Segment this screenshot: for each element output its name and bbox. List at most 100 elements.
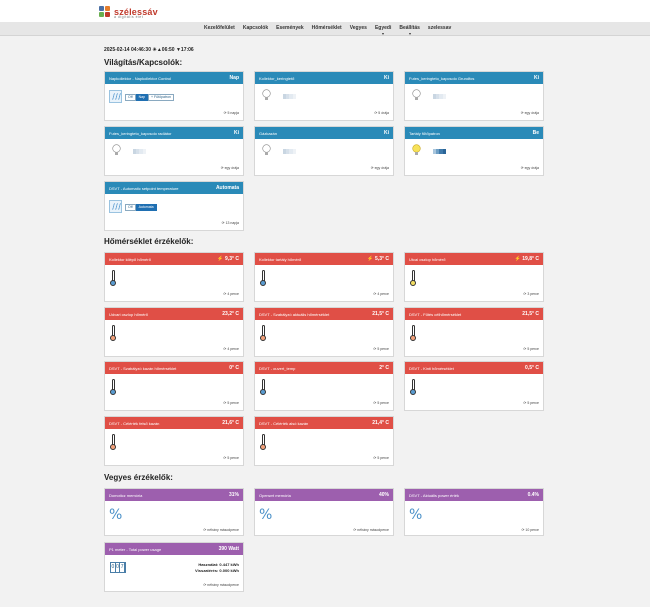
switch-card[interactable]: Tartály fűtőpatron Be ⟳ egy órája <box>404 126 544 176</box>
card-title: P1 meter - Total power usage <box>109 546 162 552</box>
last-update: ⟳ 4 perce <box>223 292 239 296</box>
percent-icon: % <box>409 507 423 523</box>
mode-button-auto[interactable]: Automata <box>135 204 157 211</box>
mode-button-nap[interactable]: Nap <box>135 94 149 101</box>
thermometer-icon <box>260 325 266 341</box>
last-update: ⟳ 4 perce <box>373 292 389 296</box>
nav-item-settings[interactable]: Beállítás <box>395 25 424 35</box>
card-value: ⚡ 19,8° C <box>514 256 539 262</box>
temperature-card[interactable]: Utcai oszlop hőmérő ⚡ 19,8° C ⟳ 3 perce <box>404 252 544 302</box>
lightbulb-on-icon[interactable] <box>412 144 421 157</box>
last-update: ⟳ 10 perce <box>521 528 539 532</box>
thermometer-icon <box>260 270 266 286</box>
trend-icon: ⚡ <box>514 256 521 262</box>
last-update: ⟳ 5 napja <box>223 111 239 115</box>
trend-icon: ⚡ <box>367 256 374 262</box>
dimmer-slider[interactable] <box>133 149 146 154</box>
last-update: ⟳ 3 perce <box>523 292 539 296</box>
sensor-card[interactable]: Domoticz memória 31% % ⟳ néhány másodperc… <box>104 488 244 536</box>
thermometer-icon <box>410 379 416 395</box>
sensor-card[interactable]: Openwrt memória 40% % ⟳ néhány másodperce <box>254 488 394 536</box>
lightbulb-off-icon[interactable] <box>262 89 271 102</box>
heating-icon[interactable] <box>109 90 123 103</box>
last-update: ⟳ 5 perce <box>523 347 539 351</box>
nav-item-dashboard[interactable]: Kezelőfelület <box>204 25 235 31</box>
card-value: 40% <box>378 492 389 498</box>
card-value: 21,5° C <box>522 311 539 317</box>
last-update: ⟳ néhány másodperce <box>203 528 239 532</box>
switch-card[interactable]: Futes_keringteto_kapcsolo Grundfos Ki ⟳ e… <box>404 71 544 121</box>
last-update: ⟳ 5 perce <box>373 401 389 405</box>
last-update: ⟳ egy órája <box>370 166 389 170</box>
dimmer-slider[interactable] <box>283 149 296 154</box>
card-value: 31% <box>228 492 239 498</box>
switch-card[interactable]: Gázkazán Ki ⟳ egy órája <box>254 126 394 176</box>
card-value: Ki <box>234 130 239 136</box>
switch-card[interactable]: Napkollektor - Napkollektor Control Nap O… <box>104 71 244 121</box>
temperature-card[interactable]: DSVT - Célérték felső kazán 21,6° C ⟳ 5 p… <box>104 416 244 466</box>
temperature-card[interactable]: DSVT - Kinti hőmérséklet 0,5° C ⟳ 5 perce <box>404 361 544 411</box>
thermometer-icon <box>260 434 266 450</box>
last-update: ⟳ 5 perce <box>223 401 239 405</box>
switch-card[interactable]: Kollektor_keringtető Ki ⟳ 5 órája <box>254 71 394 121</box>
mode-button-group: Off Nap + Fűtőpatron <box>125 94 174 101</box>
thermometer-icon <box>110 270 116 286</box>
temperature-card[interactable]: DSVT - Fűtés célhőmérséklet 21,5° C ⟳ 5 p… <box>404 307 544 357</box>
last-update: ⟳ néhány másodperce <box>353 528 389 532</box>
nav-item-temperature[interactable]: Hőmérséklet <box>311 25 342 31</box>
mode-button-patron[interactable]: + Fűtőpatron <box>148 94 174 101</box>
energy-usage: Használat: 0.447 kWh <box>198 562 239 567</box>
nav-item-switches[interactable]: Kapcsolók <box>242 25 269 31</box>
nav-item-custom[interactable]: Egyedi <box>371 25 395 35</box>
card-title: Openwrt memória <box>259 492 291 498</box>
dimmer-slider[interactable] <box>433 94 446 99</box>
card-title: DSVT - Aktuális power érték <box>409 492 459 498</box>
mode-button-off[interactable]: Off <box>125 94 136 101</box>
last-update: ⟳ 5 perce <box>373 456 389 460</box>
lightbulb-off-icon[interactable] <box>262 144 271 157</box>
card-title: Udvari oszlop hőmérő <box>109 311 148 317</box>
last-update: ⟳ 5 perce <box>223 456 239 460</box>
switch-card[interactable]: Futes_keringteto_kapcsolo radiátor Ki ⟳ e… <box>104 126 244 176</box>
temperature-card[interactable]: DSVT - Célérték alsó kazán 21,4° C ⟳ 5 pe… <box>254 416 394 466</box>
section-title-misc: Vegyes érzékelők: <box>104 473 173 482</box>
nav-item-misc[interactable]: Vegyes <box>349 25 367 31</box>
switch-card[interactable]: DSVT - Automatic setpoint temperature Aut… <box>104 181 244 231</box>
temperature-card[interactable]: Udvari oszlop hőmérő 23,2° C ⟳ 4 perce <box>104 307 244 357</box>
heating-icon[interactable] <box>109 200 123 213</box>
thermometer-icon <box>110 325 116 341</box>
card-value: 23,2° C <box>222 311 239 317</box>
sensor-card[interactable]: DSVT - Aktuális power érték 0.4% % ⟳ 10 p… <box>404 488 544 536</box>
nav-item-events[interactable]: Események <box>276 25 304 31</box>
main-nav: Kezelőfelület Kapcsolók Események Hőmérs… <box>0 22 650 36</box>
card-title: DSVT - Szabályzó kazán hőmérséklet <box>109 365 177 371</box>
last-update: ⟳ egy órája <box>520 166 539 170</box>
section-title-temps: Hőmérséklet érzékelők: <box>104 237 194 246</box>
dimmer-slider[interactable] <box>283 94 296 99</box>
nav-item-user[interactable]: szelessav <box>427 25 452 31</box>
last-update: ⟳ 13 napja <box>221 221 239 225</box>
card-value: ⚡ 5,3° C <box>367 256 389 262</box>
temperature-card[interactable]: DSVT - Szabályzó aktuális hőmérséklet 21… <box>254 307 394 357</box>
card-value: 21,6° C <box>222 420 239 426</box>
last-update: ⟳ 5 perce <box>373 347 389 351</box>
last-update: ⟳ egy órája <box>520 111 539 115</box>
dimmer-slider[interactable] <box>433 149 446 154</box>
trend-icon: ⚡ <box>217 256 224 262</box>
card-title: DSVT - Célérték alsó kazán <box>259 420 309 426</box>
temperature-card[interactable]: Kollektor kilépő hőmérő ⚡ 9,3° C ⟳ 4 perce <box>104 252 244 302</box>
lightbulb-off-icon[interactable] <box>112 144 121 157</box>
card-value: Ki <box>384 75 389 81</box>
card-value: 2° C <box>379 365 389 371</box>
temperature-card[interactable]: DSVT - ouvert_temp 2° C ⟳ 5 perce <box>254 361 394 411</box>
mode-button-off[interactable]: Off <box>125 204 136 211</box>
brand-logo[interactable]: szélessáv a digitális élet <box>98 4 158 20</box>
card-title: Utcai oszlop hőmérő <box>409 256 446 262</box>
lightbulb-off-icon[interactable] <box>412 89 421 102</box>
thermometer-icon <box>110 379 116 395</box>
card-title: Gázkazán <box>259 130 278 136</box>
logo-icon <box>98 5 112 19</box>
temperature-card[interactable]: Kollektor tartály hőmérő ⚡ 5,3° C ⟳ 4 perc… <box>254 252 394 302</box>
temperature-card[interactable]: DSVT - Szabályzó kazán hőmérséklet 0° C ⟳… <box>104 361 244 411</box>
